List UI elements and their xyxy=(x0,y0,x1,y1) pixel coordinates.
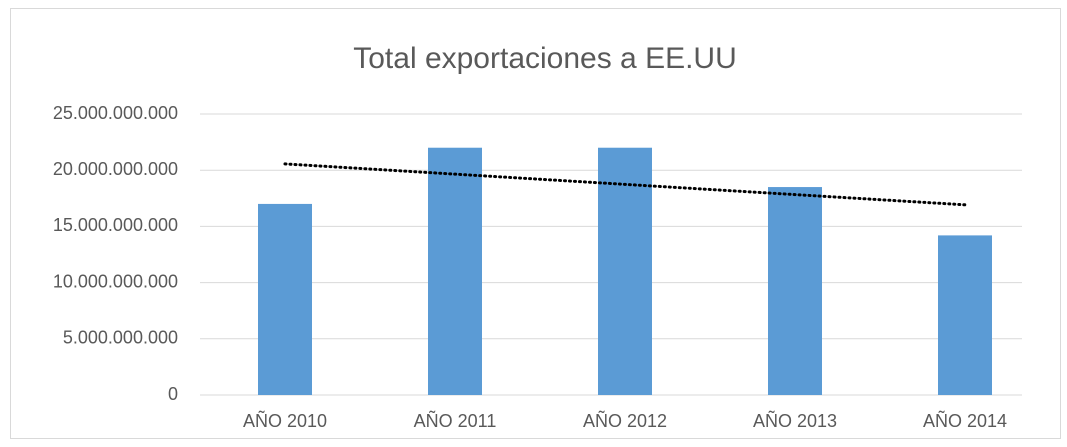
bar xyxy=(938,235,992,395)
trendline xyxy=(283,162,967,207)
x-tick-label: AÑO 2010 xyxy=(243,410,327,431)
y-tick-label: 20.000.000.000 xyxy=(53,159,178,179)
bar xyxy=(598,147,652,395)
y-tick-label: 0 xyxy=(168,384,178,404)
x-tick-label: AÑO 2011 xyxy=(414,410,497,431)
bar xyxy=(768,187,822,395)
chart-border xyxy=(10,8,1061,439)
y-tick-label: 5.000.000.000 xyxy=(63,328,178,348)
y-tick-label: 10.000.000.000 xyxy=(53,271,178,291)
x-tick-label: AÑO 2013 xyxy=(753,410,837,431)
x-tick-label: AÑO 2012 xyxy=(583,410,667,431)
y-tick-label: 25.000.000.000 xyxy=(53,103,178,123)
bar xyxy=(428,147,482,395)
bar xyxy=(258,203,312,395)
y-tick-label: 15.000.000.000 xyxy=(53,215,178,235)
chart-title: Total exportaciones a EE.UU xyxy=(353,42,737,75)
x-tick-label: AÑO 2014 xyxy=(923,410,1007,431)
